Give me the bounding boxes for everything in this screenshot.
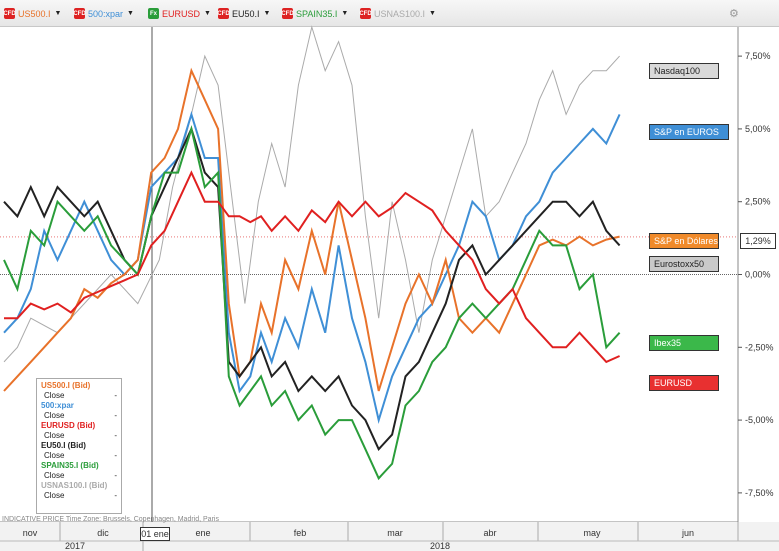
- legend-series-name: USNAS100.I (Bid): [41, 481, 108, 490]
- cursor-value-label: 1,29%: [740, 233, 776, 249]
- symbol-label: EURUSD: [162, 8, 201, 19]
- series-tag-0: Nasdaq100: [649, 63, 719, 79]
- legend-value-row: Close -: [44, 391, 117, 400]
- data-legend[interactable]: US500.I (Bid) Close -500:xpar Close - EURUSD …: [36, 378, 122, 514]
- series-tag-2: S&P en Dólares: [649, 233, 719, 249]
- footer-info: INDICATIVE PRICE Time Zone: Brussels, Co…: [2, 516, 219, 523]
- y-tick-label: 2,50%: [745, 197, 771, 207]
- x-tick-label: may: [583, 528, 601, 538]
- toolbar-symbol-4[interactable]: CFD SPAIN35.I ▼: [281, 7, 349, 20]
- cfd-icon: CFD: [3, 8, 16, 19]
- symbol-label: USNAS100.I: [374, 8, 426, 19]
- series-line-5: [4, 170, 621, 364]
- toolbar-symbol-1[interactable]: CFD 500:xpar ▼: [73, 7, 134, 20]
- series-line-4: [3, 125, 621, 481]
- y-tick-label: -7,50%: [745, 488, 774, 498]
- x-year-label: 2017: [65, 541, 85, 551]
- series-tag-3: Eurostoxx50: [649, 256, 719, 272]
- toolbar-symbol-5[interactable]: CFD USNAS100.I ▼: [359, 7, 436, 20]
- series-tag-5: EURUSD: [649, 375, 719, 391]
- y-tick-label: 7,50%: [745, 51, 771, 61]
- y-tick-label: -2,50%: [745, 342, 774, 352]
- x-tick-label: ene: [195, 528, 210, 538]
- cfd-icon: CFD: [359, 8, 372, 19]
- dropdown-arrow-icon[interactable]: ▼: [429, 10, 436, 17]
- cursor-date-label: 01 ene: [140, 527, 170, 541]
- legend-value-row: Close -: [44, 491, 117, 500]
- series-tag-4: Ibex35: [649, 335, 719, 351]
- symbol-label: 500:xpar: [88, 8, 124, 19]
- dropdown-arrow-icon[interactable]: ▼: [127, 10, 134, 17]
- legend-value-row: Close -: [44, 451, 117, 460]
- x-tick-label: mar: [387, 528, 403, 538]
- y-tick-label: 0,00%: [745, 270, 771, 280]
- settings-icon[interactable]: ⚙: [729, 8, 739, 20]
- legend-value-row: Close -: [44, 411, 117, 420]
- x-year-label: 2018: [430, 541, 450, 551]
- y-tick-label: -5,00%: [745, 415, 774, 425]
- dropdown-arrow-icon[interactable]: ▼: [341, 10, 349, 17]
- symbol-label: SPAIN35.I: [296, 8, 338, 19]
- series-line-2: [3, 67, 620, 392]
- x-axis-band: [0, 522, 779, 551]
- legend-series-name: EU50.I (Bid): [41, 441, 86, 450]
- x-tick-label: abr: [483, 528, 496, 538]
- series-line-1: [3, 110, 621, 424]
- x-tick-label: dic: [97, 528, 109, 538]
- dropdown-arrow-icon[interactable]: ▼: [54, 10, 62, 17]
- symbol-toolbar: CFD US500.I ▼ CFD 500:xpar ▼ Fx EURUSD ▼ CFD EU50.…: [0, 0, 779, 27]
- series-line-0: [3, 25, 620, 363]
- cfd-icon: CFD: [73, 8, 86, 19]
- series-tag-1: S&P en EUROS: [649, 124, 729, 140]
- toolbar-symbol-0[interactable]: CFD US500.I ▼: [3, 7, 62, 20]
- x-tick-label: feb: [294, 528, 307, 538]
- y-tick-label: 5,00%: [745, 124, 771, 134]
- toolbar-symbol-2[interactable]: Fx EURUSD ▼: [148, 7, 211, 20]
- legend-value-row: Close -: [44, 431, 117, 440]
- dropdown-arrow-icon[interactable]: ▼: [263, 10, 271, 17]
- fx-icon: Fx: [148, 8, 159, 19]
- legend-series-name: US500.I (Bid): [41, 381, 91, 390]
- x-tick-label: jun: [681, 528, 694, 538]
- legend-value-row: Close -: [44, 471, 117, 480]
- symbol-label: EU50.I: [232, 8, 260, 19]
- legend-series-name: EURUSD (Bid): [41, 421, 96, 430]
- x-tick-label: nov: [23, 528, 38, 538]
- cfd-icon: CFD: [281, 8, 294, 19]
- series-line-3: [3, 126, 621, 451]
- cfd-icon: CFD: [217, 8, 230, 19]
- legend-series-name: 500:xpar: [41, 401, 74, 410]
- toolbar-symbol-3[interactable]: CFD EU50.I ▼: [217, 7, 271, 20]
- dropdown-arrow-icon[interactable]: ▼: [204, 10, 211, 17]
- legend-series-name: SPAIN35.I (Bid): [41, 461, 99, 470]
- symbol-label: US500.I: [18, 8, 51, 19]
